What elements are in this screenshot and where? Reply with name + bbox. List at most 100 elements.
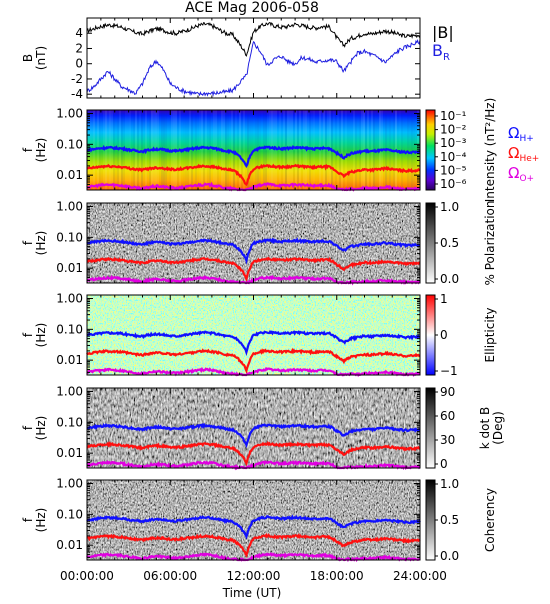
intensity-streak [351, 110, 353, 190]
y-axis-label-bottom: (Hz) [34, 508, 48, 533]
y-axis-label-bottom: (Hz) [34, 416, 48, 441]
x-tick-label: 24:00:00 [393, 569, 447, 583]
y-axis-label-ellipticity: f(Hz) [21, 323, 48, 348]
intensity-streak [141, 110, 143, 190]
intensity-streak [289, 110, 291, 190]
chart-title: ACE Mag 2006-058 [185, 0, 319, 16]
y-axis-label-bottom: (Hz) [34, 231, 48, 256]
data-lines [86, 22, 421, 563]
y-axis-label-top: B [21, 54, 35, 62]
gyrofrequency-he-line-panel-2 [86, 256, 421, 283]
x-tick-label: 18:00:00 [310, 569, 364, 583]
intensity-streak [337, 110, 339, 190]
intensity-streak [345, 110, 347, 190]
colorbar-label-intensity: Intensity (nT²/Hz) [483, 98, 497, 203]
intensity-streak [225, 110, 227, 190]
intensity-streak [415, 110, 417, 190]
intensity-streak [339, 110, 341, 190]
colorbar-label-line1: Ellipticity [483, 308, 497, 363]
legend-h-gyro: ΩH+ [508, 124, 534, 144]
intensity-streak [357, 110, 359, 190]
colorbar-kdotb [425, 387, 436, 469]
intensity-streak [247, 110, 249, 190]
gyrofrequency-he-line-panel-3 [86, 347, 421, 375]
gyrofrequency-h-line-panel-5 [86, 514, 421, 540]
legend-o-gyro: ΩO+ [508, 164, 534, 184]
colorbar-label-line1: k dot B [478, 407, 492, 449]
y-tick-label: -4 [71, 87, 83, 101]
y-tick-label: 0.10 [56, 415, 83, 429]
intensity-streak [101, 110, 103, 190]
y-tick-label: 4 [75, 26, 83, 40]
colorbar-tick-label: 10⁻³ [440, 136, 467, 150]
y-tick-label: -2 [71, 72, 83, 86]
intensity-streak [233, 110, 235, 190]
y-axis-label-top: f [21, 425, 35, 430]
intensity-streak [349, 110, 351, 190]
gyrofrequency-he-line-panel-5 [86, 532, 421, 558]
intensity-streak [347, 110, 349, 190]
intensity-streak [137, 110, 139, 190]
colorbar-tick-label: 1 [440, 292, 448, 306]
intensity-streak [109, 110, 111, 190]
intensity-streak [235, 110, 237, 190]
intensity-streak [111, 110, 113, 190]
colorbar-tick-label: 30 [440, 433, 455, 447]
y-tick-label: 0.10 [56, 137, 83, 151]
gyrofrequency-he-line-panel-4 [86, 440, 421, 467]
intensity-streak [241, 110, 243, 190]
plot-frame-b [86, 17, 421, 99]
intensity-streak [231, 110, 233, 190]
colorbar-label-coherency: Coherency [483, 488, 497, 552]
intensity-streak [309, 110, 311, 190]
y-tick-label: 0.10 [56, 322, 83, 336]
y-tick-label: 0.10 [56, 507, 83, 521]
y-axis-label-polarization: f(Hz) [21, 231, 48, 256]
colorbar-label-line2: (Deg) [491, 411, 505, 445]
intensity-streak [295, 110, 297, 190]
colorbar-tick-label: 0 [440, 457, 448, 471]
intensity-streak [303, 110, 305, 190]
y-tick-label: 0.01 [56, 446, 83, 460]
intensity-streak [353, 110, 355, 190]
y-tick-label: 1.00 [56, 200, 83, 214]
y-tick-label: 0.01 [56, 168, 83, 182]
colorbar-intensity [425, 109, 436, 191]
intensity-streak [121, 110, 123, 190]
intensity-streak [409, 110, 411, 190]
colorbar-tick-label: 10⁻² [440, 123, 467, 137]
intensity-streak [299, 110, 301, 190]
colorbar-polarization [425, 202, 436, 284]
intensity-streak [213, 110, 215, 190]
colorbar-label-line1: Intensity (nT²/Hz) [483, 98, 497, 203]
gyrofrequency-legend: ΩH+ ΩHe+ ΩO+ [508, 124, 539, 184]
colorbar-coherency [425, 479, 436, 561]
intensity-streak [301, 110, 303, 190]
intensity-streak [115, 110, 117, 190]
colorbar-tick-label: 0 [440, 328, 448, 342]
intensity-streak [355, 110, 357, 190]
intensity-streak [189, 110, 191, 190]
y-tick-label: 0.01 [56, 538, 83, 552]
gyrofrequency-h-line-panel-3 [86, 329, 421, 357]
intensity-streak [283, 110, 285, 190]
legend-radial-b-main: B [432, 41, 443, 60]
intensity-streak [393, 110, 395, 190]
y-axis-label-intensity: f(Hz) [21, 138, 48, 163]
intensity-streak [195, 110, 197, 190]
y-axis-label-b: B(nT) [21, 46, 48, 70]
intensity-streak [251, 110, 253, 190]
legend-he-main: Ω [508, 144, 519, 162]
legend-radial-b-sub: R [443, 52, 450, 63]
axes: B(nT)420-2-4f(Hz)1.000.100.0110⁻¹10⁻²10⁻… [21, 17, 505, 583]
y-tick-label: 1.00 [56, 385, 83, 399]
series-radial-b-line [86, 38, 421, 97]
intensity-streak [405, 110, 407, 190]
intensity-streak [201, 110, 203, 190]
y-tick-label: 1.00 [56, 477, 83, 491]
legend-h-main: Ω [508, 124, 519, 142]
colorbar-tick-label: 10⁻¹ [440, 109, 467, 123]
colorbar-tick-label: −1 [440, 364, 458, 378]
intensity-streak [203, 110, 205, 190]
